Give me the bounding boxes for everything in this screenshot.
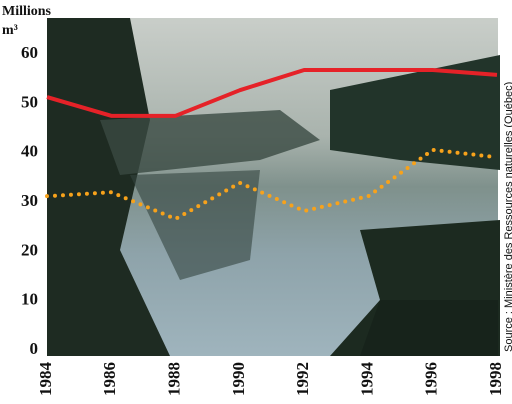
data-line — [46, 67, 498, 118]
x-tick-label: 1998 — [486, 362, 505, 396]
x-tick-label: 1988 — [164, 362, 183, 396]
x-tick-label: 1990 — [229, 362, 248, 396]
x-tick-label: 1986 — [100, 362, 119, 396]
x-tick-label: 1992 — [293, 362, 312, 396]
x-tick-label: 1996 — [422, 362, 441, 396]
y-tick-label: 10 — [21, 290, 38, 309]
y-tick-label: 50 — [21, 92, 38, 111]
y-axis-label: Millions — [2, 4, 52, 19]
y-tick-label: 60 — [21, 43, 38, 62]
photo-background — [47, 18, 500, 356]
source-note: Source : Ministère des Ressources nature… — [503, 82, 512, 352]
y-tick-label: 0 — [30, 339, 39, 358]
x-tick-label: 1994 — [357, 362, 376, 397]
y-tick-label: 30 — [21, 191, 38, 210]
y-axis-label: m³ — [2, 23, 18, 38]
y-tick-label: 40 — [21, 142, 38, 161]
x-tick-label: 1984 — [36, 362, 55, 397]
data-line — [45, 147, 499, 222]
y-tick-label: 20 — [21, 240, 38, 259]
